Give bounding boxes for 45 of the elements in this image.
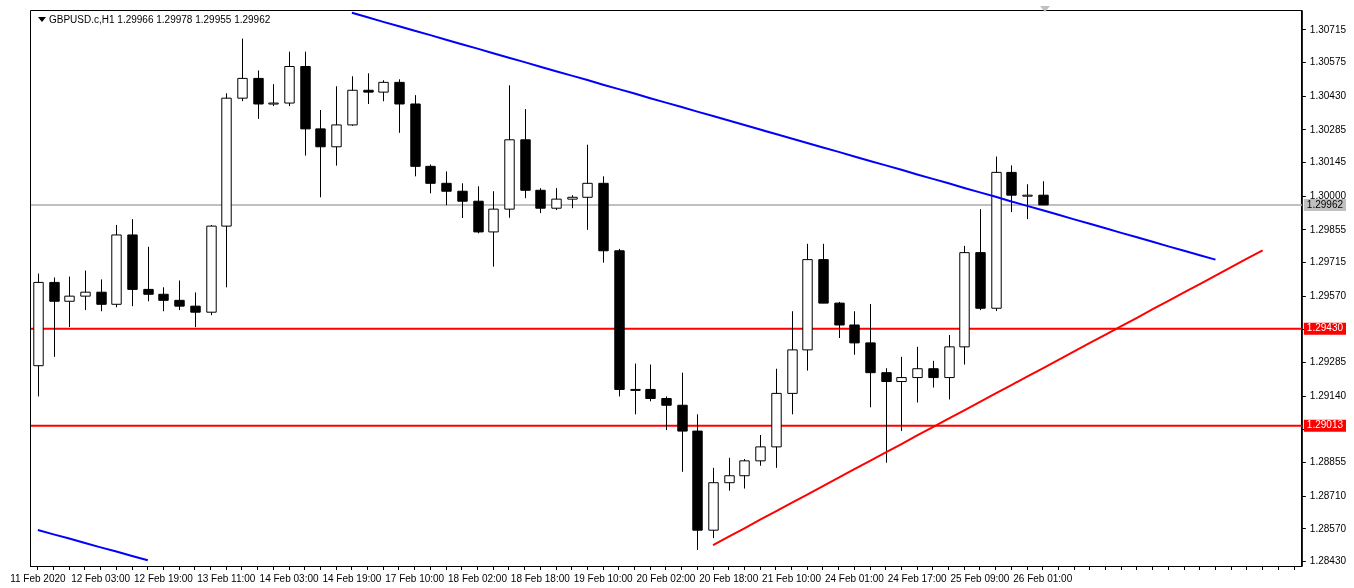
- y-tick-label: 1.28430: [1309, 555, 1347, 567]
- ref-line-label: 1.29430: [1306, 322, 1344, 334]
- x-tick-label: 12 Feb 03:00: [71, 572, 131, 584]
- x-tick-label: 12 Feb 19:00: [134, 572, 194, 584]
- x-tick-label: 24 Feb 17:00: [887, 572, 948, 584]
- x-tick-label: 25 Feb 09:00: [950, 572, 1010, 584]
- candlestick: [661, 395, 672, 431]
- x-tick-label: 21 Feb 10:00: [762, 572, 822, 584]
- x-tick-label: 18 Feb 18:00: [510, 572, 571, 584]
- candlestick: [49, 277, 60, 358]
- candlestick: [739, 458, 750, 490]
- chart-title: GBPUSD.c,H1 1.29966 1.29978 1.29955 1.29962: [49, 14, 271, 25]
- y-tick-label: 1.30145: [1309, 156, 1347, 168]
- x-tick-label: 17 Feb 10:00: [385, 572, 445, 584]
- x-tick-label: 20 Feb 18:00: [699, 572, 759, 584]
- candlestick: [535, 187, 546, 214]
- x-tick-label: 14 Feb 03:00: [259, 572, 319, 584]
- y-tick-label: 1.30285: [1309, 123, 1347, 135]
- x-tick-label: 24 Feb 01:00: [824, 572, 885, 584]
- y-tick-label: 1.28855: [1309, 456, 1347, 468]
- y-tick-label: 1.29715: [1309, 256, 1347, 268]
- candlestick: [881, 367, 892, 464]
- x-tick-label: 13 Feb 11:00: [197, 572, 256, 584]
- y-tick-label: 1.30575: [1309, 56, 1347, 68]
- y-tick-label: 1.29570: [1309, 289, 1347, 301]
- y-tick-label: 1.29285: [1309, 356, 1347, 368]
- y-tick-label: 1.28570: [1309, 522, 1347, 534]
- y-tick-label: 1.30430: [1309, 89, 1347, 101]
- x-tick-label: 18 Feb 02:00: [448, 572, 508, 584]
- x-tick-label: 26 Feb 01:00: [1013, 572, 1073, 584]
- y-tick-label: 1.30000: [1309, 189, 1347, 201]
- x-tick-label: 11 Feb 2020: [10, 572, 66, 584]
- y-tick-label: 1.29140: [1309, 389, 1347, 401]
- candlestick: [237, 38, 248, 102]
- y-tick-label: 1.30715: [1309, 23, 1347, 35]
- x-tick-label: 19 Feb 10:00: [573, 572, 634, 584]
- candlestick: [896, 356, 907, 432]
- ref-line-label: 1.29962: [1306, 198, 1344, 210]
- y-tick-label: 1.29855: [1309, 223, 1347, 235]
- y-tick-label: 1.28710: [1309, 489, 1347, 501]
- candlestick: [1006, 164, 1017, 213]
- x-tick-label: 14 Feb 19:00: [322, 572, 382, 584]
- ref-line-label: 1.29013: [1306, 419, 1344, 431]
- candlestick: [425, 163, 436, 194]
- x-tick-label: 20 Feb 02:00: [636, 572, 696, 584]
